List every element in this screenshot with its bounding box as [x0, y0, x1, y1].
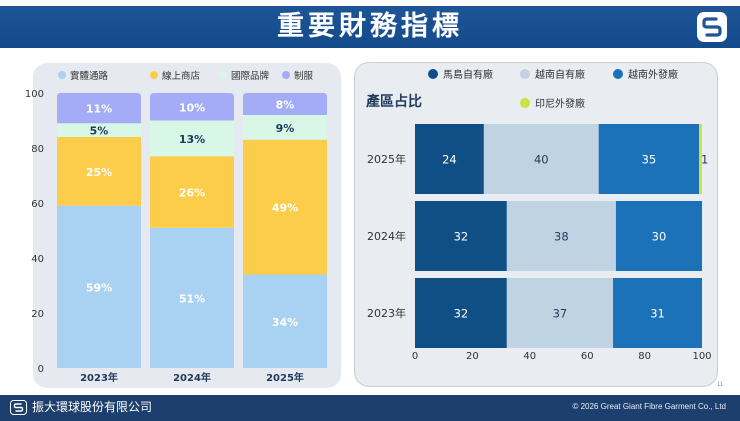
footer-logo-icon [10, 400, 27, 415]
bar-segment-2025-s2 [243, 115, 327, 140]
bar-segment-2025-s0 [415, 124, 484, 194]
y-tick-label: 20 [31, 309, 44, 320]
bar-data-label: 31 [650, 307, 665, 321]
bar-data-label: 49% [272, 202, 298, 215]
legend-marker [613, 69, 623, 79]
legend-label: 制服 [294, 70, 314, 82]
bar-data-label: 13% [179, 133, 205, 146]
bar-segment-2023-s1 [506, 278, 614, 348]
y-category-label: 2024年 [367, 229, 406, 243]
bar-segment-2025-s0 [243, 274, 327, 368]
bar-data-label: 37 [553, 307, 568, 321]
legend-label: 馬島自有廠 [443, 68, 493, 81]
bar-data-label: 30 [652, 230, 667, 244]
bar-segment-2023-s0 [415, 278, 507, 348]
bar-data-label: 26% [179, 187, 205, 200]
legend-marker [219, 71, 227, 79]
bar-segment-2024-s2 [615, 201, 702, 271]
legend-label: 越南自有廠 [535, 68, 585, 81]
bar-segment-2023-s2 [57, 123, 141, 137]
legend-label: 國際品牌 [231, 70, 270, 82]
x-tick-label: 20 [466, 351, 479, 362]
bar-segment-2023-s0 [57, 205, 141, 368]
x-tick-label: 60 [581, 351, 594, 362]
legend-label: 越南外發廠 [628, 68, 678, 81]
company-logo-icon [697, 12, 727, 42]
bar-segment-2025-s3 [243, 93, 327, 115]
y-tick-label: 40 [31, 254, 44, 265]
x-tick-label: 40 [523, 351, 536, 362]
bar-segment-2023-s2 [613, 278, 702, 348]
bar-segment-2025-s1 [243, 139, 327, 275]
bar-segment-2025-s1 [483, 124, 599, 194]
bar-segment-2023-s1 [57, 137, 141, 206]
footer-bar [0, 395, 740, 421]
legend-label: 印尼外發廠 [535, 97, 585, 110]
bar-data-label: 32 [454, 230, 469, 244]
bar-data-label: 5% [90, 125, 109, 138]
header-bar [0, 6, 740, 48]
y-tick-label: 100 [25, 89, 44, 100]
bar-data-label: 9% [276, 122, 295, 135]
chart-title: 產區占比 [365, 93, 422, 110]
bar-data-label: 10% [179, 101, 205, 114]
legend-label: 線上商店 [162, 70, 200, 82]
legend-marker [520, 69, 530, 79]
y-tick-label: 0 [38, 364, 44, 375]
bar-segment-2024-s2 [150, 120, 234, 157]
bar-segment-2024-s0 [415, 201, 507, 271]
bar-segment-2025-s3 [699, 124, 702, 194]
bar-segment-2025-s2 [598, 124, 700, 194]
legend-marker [58, 71, 66, 79]
x-tick-label: 100 [692, 351, 711, 362]
x-category-label: 2025年 [266, 371, 304, 384]
y-tick-label: 80 [31, 144, 44, 155]
bar-segment-2024-s1 [150, 156, 234, 228]
x-tick-label: 80 [638, 351, 651, 362]
bar-data-label: 25% [86, 166, 112, 179]
legend-marker [520, 98, 530, 108]
page-title: 重要財務指標 [277, 11, 463, 42]
bar-segment-2024-s3 [150, 93, 234, 121]
bar-data-label: 51% [179, 292, 205, 305]
legend-marker [428, 69, 438, 79]
x-category-label: 2023年 [80, 371, 118, 384]
y-category-label: 2023年 [367, 306, 406, 320]
page-number: 11 [717, 382, 724, 388]
bar-segment-2024-s0 [150, 227, 234, 368]
bar-data-label: 40 [534, 153, 549, 167]
legend-marker [150, 71, 158, 79]
bar-segment-2023-s3 [57, 93, 141, 124]
y-tick-label: 60 [31, 199, 44, 210]
bar-data-label: 8% [276, 99, 295, 112]
bar-data-label: 38 [554, 230, 569, 244]
bar-segment-2024-s1 [506, 201, 616, 271]
header: 重要財務指標 [0, 0, 740, 55]
footer-company-name: 振大環球股份有限公司 [32, 400, 153, 414]
legend-label: 實體通路 [70, 70, 109, 82]
bar-data-label: 32 [454, 307, 469, 321]
bar-data-label: 24 [442, 153, 457, 167]
y-category-label: 2025年 [367, 152, 406, 166]
bar-data-label: 35 [642, 153, 657, 167]
x-category-label: 2024年 [173, 371, 211, 384]
footer-copyright: © 2026 Great Giant Fibre Garment Co., Lt… [572, 402, 726, 411]
bar-data-label: 59% [86, 281, 112, 294]
x-tick-label: 0 [412, 351, 418, 362]
bar-data-label: 34% [272, 316, 298, 329]
bar-data-label: 1 [701, 153, 708, 167]
legend-marker [282, 71, 290, 79]
bar-data-label: 11% [86, 103, 112, 116]
